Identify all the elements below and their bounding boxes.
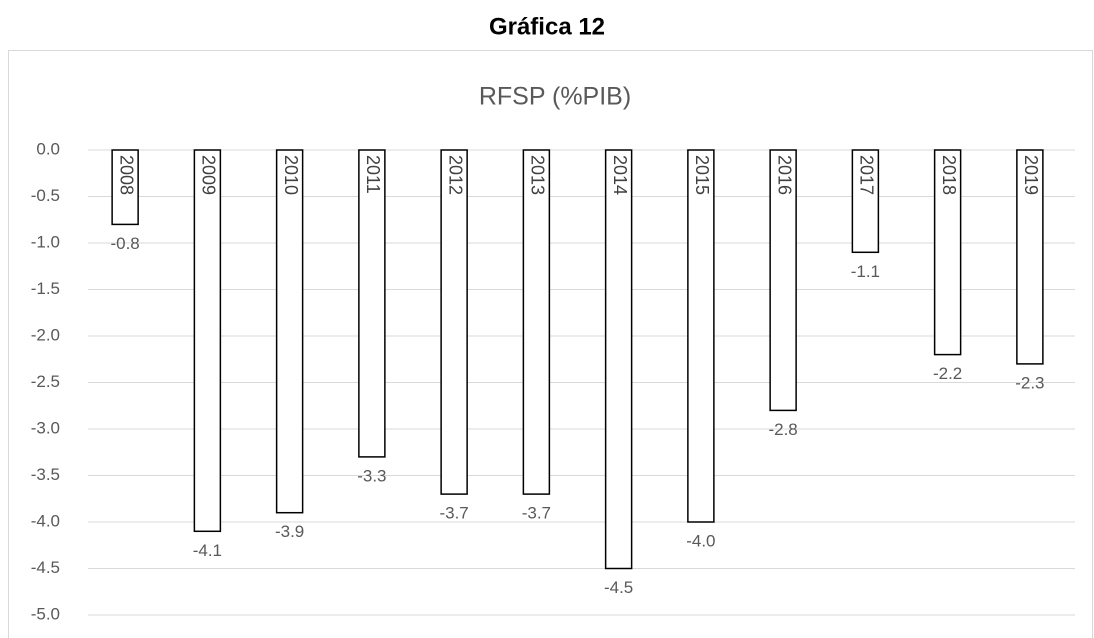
y-tick-label: -1.5: [31, 279, 60, 298]
x-tick-label: 2012: [445, 155, 465, 195]
y-tick-label: 0.0: [36, 139, 60, 158]
bar: [769, 149, 797, 412]
y-tick-label: -4.0: [31, 511, 60, 530]
y-tick-label: -2.0: [31, 325, 60, 344]
chart-frame: [8, 50, 1093, 638]
bar: [275, 149, 304, 514]
x-tick-label: 2009: [199, 155, 219, 195]
x-tick-label: 2018: [939, 155, 959, 195]
x-tick-label: 2019: [1021, 155, 1041, 195]
bar: [522, 149, 551, 495]
value-label: -3.7: [439, 504, 468, 523]
value-label: -2.3: [1015, 373, 1044, 392]
chart-title: RFSP (%PIB): [479, 83, 631, 111]
x-tick-label: 2014: [610, 155, 630, 195]
x-tick-label: 2015: [692, 155, 712, 195]
heading: Gráfica 12: [489, 13, 605, 40]
y-tick-label: -1.0: [31, 232, 60, 251]
bar: [1016, 149, 1044, 365]
value-label: -1.1: [851, 262, 880, 281]
value-label: -4.5: [604, 578, 633, 597]
x-tick-label: 2016: [774, 155, 794, 195]
y-tick-label: -3.0: [31, 418, 60, 437]
bar: [933, 149, 962, 356]
bar: [851, 149, 880, 254]
x-tick-label: 2010: [281, 155, 301, 195]
x-tick-label: 2008: [116, 155, 136, 195]
x-tick-label: 2013: [528, 155, 548, 195]
y-tick-label: -5.0: [31, 604, 60, 623]
bar: [111, 149, 139, 226]
x-tick-label: 2017: [857, 155, 877, 195]
value-label: -4.1: [193, 541, 222, 560]
y-tick-label: -3.5: [31, 465, 60, 484]
y-tick-label: -4.5: [31, 558, 60, 577]
y-tick-label: -2.5: [31, 372, 60, 391]
bar: [687, 149, 715, 523]
value-label: -2.8: [768, 420, 797, 439]
value-label: -4.0: [686, 531, 715, 550]
value-label: -0.8: [110, 234, 139, 253]
x-tick-label: 2011: [363, 155, 383, 194]
bar: [604, 149, 633, 570]
y-tick-label: -0.5: [31, 186, 60, 205]
bar: [193, 149, 222, 533]
bar: [440, 149, 468, 495]
value-label: -3.3: [357, 466, 386, 485]
value-label: -3.7: [522, 504, 551, 523]
value-label: -2.2: [933, 364, 962, 383]
bar: [358, 149, 386, 458]
value-label: -3.9: [275, 522, 304, 541]
